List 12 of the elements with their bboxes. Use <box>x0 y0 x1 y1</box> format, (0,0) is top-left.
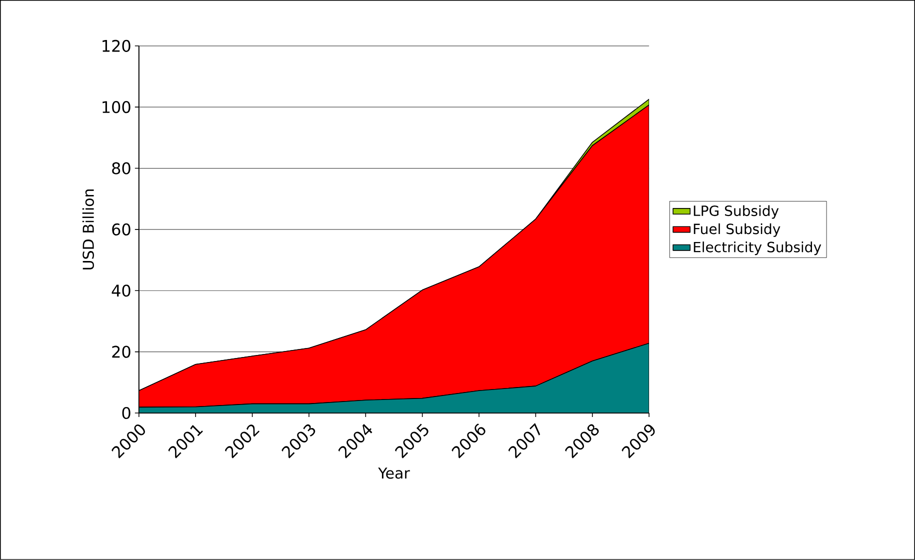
legend-label: Electricity Subsidy <box>694 242 822 256</box>
y-axis-title: USD Billion <box>82 190 94 270</box>
y-tick-label: 40 <box>112 284 130 297</box>
y-tick-label: 80 <box>112 162 130 174</box>
y-tick-label: 20 <box>112 346 130 358</box>
legend-label: LPG Subsidy <box>694 205 779 219</box>
x-axis-title: Year <box>378 468 410 479</box>
y-tick-label: 0 <box>122 406 130 420</box>
y-tick-label: 60 <box>112 223 130 236</box>
y-tick-label: 100 <box>102 101 130 114</box>
legend-label: Fuel Subsidy <box>694 223 780 237</box>
y-tick-label: 120 <box>102 40 130 52</box>
